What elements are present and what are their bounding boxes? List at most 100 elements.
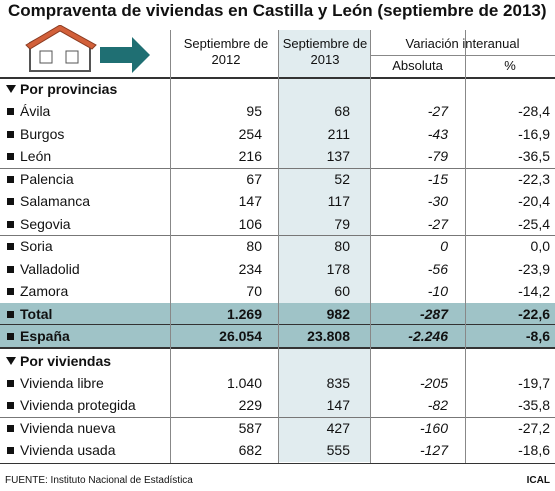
cell-value: -56 <box>427 260 448 277</box>
cell-value: -2.246 <box>408 328 448 344</box>
row-label: Segovia <box>20 215 71 232</box>
cell-value: 147 <box>326 397 350 413</box>
column-rule <box>370 30 371 463</box>
cell-value: 1.040 <box>226 374 262 391</box>
row-label: Vivienda libre <box>20 374 104 391</box>
cell-value: -30 <box>427 193 448 209</box>
total-rule <box>0 346 555 349</box>
bullet <box>7 402 14 409</box>
row-label: León <box>20 148 52 164</box>
column-rule <box>170 30 171 463</box>
cell-value: -10 <box>427 283 448 299</box>
cell-value: 23.808 <box>307 328 350 344</box>
column-header: Septiembre de 2013 <box>282 36 368 67</box>
bullet <box>7 333 14 340</box>
cell-value: -18,6 <box>518 442 550 458</box>
row-label: Ávila <box>20 103 51 119</box>
column-header: Septiembre de 2012 <box>183 36 269 67</box>
total-row-bg <box>0 302 555 325</box>
cell-value: -27 <box>427 103 448 119</box>
title: Compraventa de viviendas en Castilla y L… <box>8 1 547 20</box>
bullet <box>7 108 14 115</box>
cell-value: 982 <box>326 305 350 322</box>
cell-value: -27 <box>427 215 448 232</box>
bullet <box>7 220 14 228</box>
cell-value: -15 <box>427 170 448 187</box>
cell-value: -36,5 <box>518 148 550 164</box>
section-title: Por provincias <box>20 81 118 97</box>
divider <box>370 55 555 56</box>
cell-value: -22,3 <box>518 170 550 187</box>
cell-value: 682 <box>238 442 262 458</box>
source: FUENTE: Instituto Nacional de Estadístic… <box>5 475 193 486</box>
row-label: Valladolid <box>20 260 80 277</box>
cell-value: 68 <box>334 103 350 119</box>
bullet <box>7 153 14 160</box>
cell-value: 835 <box>326 374 350 391</box>
cell-value: -82 <box>427 397 448 413</box>
row-label: Zamora <box>20 283 69 299</box>
cell-value: 147 <box>238 193 262 209</box>
total-row-bg <box>0 325 555 348</box>
cell-value: 0 <box>440 238 448 254</box>
cell-value: -287 <box>419 305 448 322</box>
bullet <box>7 310 14 318</box>
cell-value: -28,4 <box>518 103 550 119</box>
cell-value: -127 <box>419 442 448 458</box>
row-label: España <box>20 328 70 344</box>
cell-value: 80 <box>334 238 350 254</box>
cell-value: 234 <box>238 260 262 277</box>
cell-value: 178 <box>326 260 350 277</box>
row-label: Vivienda nueva <box>20 419 116 436</box>
section-arrow <box>6 356 16 365</box>
cell-value: -23,9 <box>518 260 550 277</box>
cell-value: 106 <box>238 215 262 232</box>
section-arrow <box>6 85 16 93</box>
cell-value: -160 <box>419 419 448 436</box>
bullet <box>7 130 14 138</box>
house-icon <box>25 25 150 73</box>
bullet <box>7 243 14 250</box>
section-title: Por viviendas <box>20 352 112 369</box>
cell-value: 587 <box>238 419 262 436</box>
cell-value: -8,6 <box>525 328 550 344</box>
cell-value: 95 <box>246 103 262 119</box>
bottom-rule <box>0 462 555 464</box>
column-rule <box>465 30 466 463</box>
cell-value: 26.054 <box>219 328 262 344</box>
cell-value: -27,2 <box>518 419 550 436</box>
cell-value: 229 <box>238 397 262 413</box>
cell-value: -35,8 <box>518 397 550 413</box>
cell-value: -43 <box>427 125 448 142</box>
cell-value: -79 <box>427 148 448 164</box>
column-subheader: % <box>504 58 516 73</box>
bullet <box>7 379 14 387</box>
bullet <box>7 265 14 273</box>
cell-value: 79 <box>334 215 350 232</box>
bullet <box>7 288 14 295</box>
cell-value: 67 <box>246 170 262 187</box>
cell-value: 0,0 <box>530 238 550 254</box>
cell-value: 216 <box>238 148 262 164</box>
cell-value: 117 <box>327 193 350 209</box>
cell-value: 80 <box>246 238 262 254</box>
bullet <box>7 198 14 205</box>
group-rule <box>0 416 555 418</box>
cell-value: -16,9 <box>518 125 550 142</box>
bullet <box>7 447 14 454</box>
row-label: Vivienda protegida <box>20 397 136 413</box>
credit: ICAL <box>526 475 550 486</box>
row-label: Burgos <box>20 125 65 142</box>
cell-value: 1.269 <box>226 305 262 322</box>
group-rule <box>0 167 555 169</box>
column-rule <box>278 30 279 463</box>
cell-value: 52 <box>334 170 350 187</box>
header-rule <box>0 77 555 79</box>
row-label: Palencia <box>20 170 74 187</box>
cell-value: 60 <box>334 283 350 299</box>
row-label: Total <box>20 305 53 322</box>
bullet <box>7 424 14 432</box>
group-rule <box>0 235 555 236</box>
cell-value: -19,7 <box>518 374 550 391</box>
